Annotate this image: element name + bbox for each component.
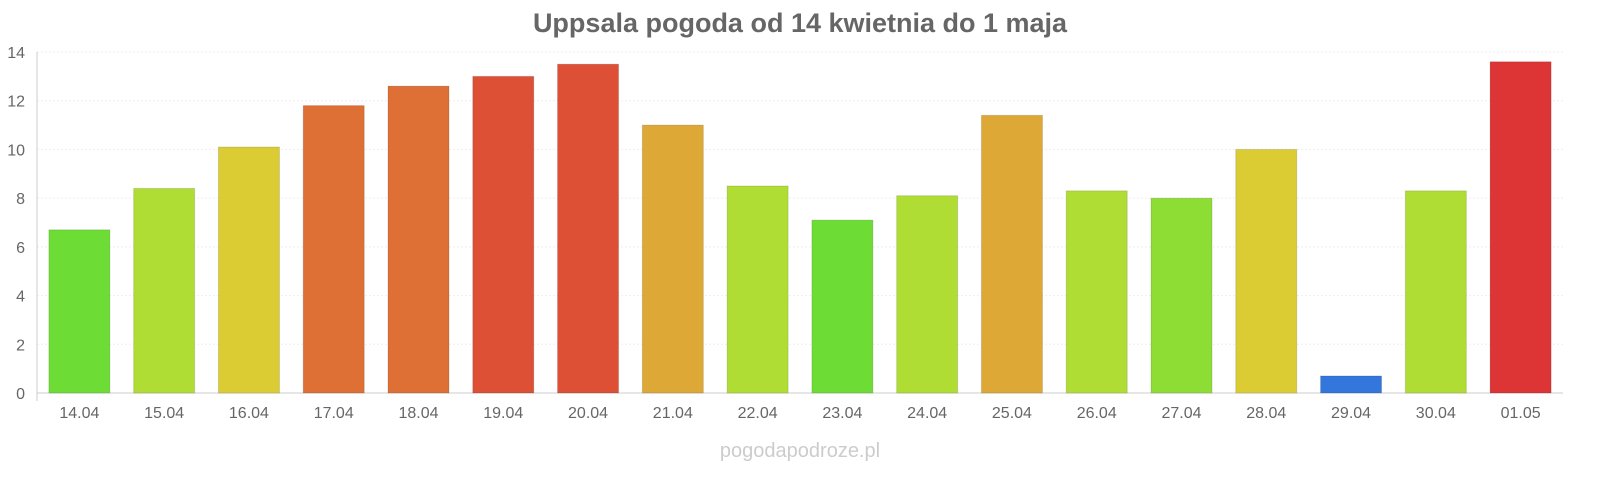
x-tick-label: 17.04 [314,405,354,422]
x-tick-label: 28.04 [1246,405,1286,422]
bar-18.04 [387,85,450,394]
bar-16.04 [217,146,280,394]
x-tick-label: 18.04 [398,405,438,422]
bar-29.04 [1320,375,1383,394]
y-tick-label: 4 [16,289,25,306]
bar-17.04 [302,105,365,394]
source-credit: pogodapodroze.pl [719,440,881,462]
bar-30.04 [1404,190,1467,394]
x-tick-label: 29.04 [1331,405,1371,422]
bar-01.05 [1489,61,1552,394]
x-tick-label: 01.05 [1501,405,1541,422]
chart-title: Uppsala pogoda od 14 kwietnia do 1 maja [532,8,1068,38]
y-tick-label: 0 [16,386,25,403]
x-tick-label: 14.04 [59,405,99,422]
y-tick-label: 12 [7,94,25,111]
bar-14.04 [48,229,111,394]
y-tick-label: 8 [16,191,25,208]
y-tick-label: 6 [16,240,25,257]
x-tick-label: 15.04 [144,405,184,422]
x-tick-label: 30.04 [1416,405,1456,422]
x-tick-label: 20.04 [568,405,608,422]
bar-20.04 [557,63,620,394]
y-tick-label: 10 [7,142,25,159]
bar-26.04 [1065,190,1128,394]
bar-23.04 [811,219,874,394]
bar-22.04 [726,185,789,394]
bar-19.04 [472,75,535,394]
x-tick-label: 19.04 [483,405,523,422]
y-tick-label: 14 [7,45,25,62]
bar-28.04 [1235,148,1298,394]
x-tick-label: 22.04 [738,405,778,422]
bar-25.04 [980,114,1043,394]
x-tick-label: 26.04 [1077,405,1117,422]
x-tick-label: 25.04 [992,405,1032,422]
y-tick-label: 2 [16,337,25,354]
x-tick-label: 27.04 [1161,405,1201,422]
x-tick-label: 23.04 [822,405,862,422]
bar-chart: 0 2 4 6 8 10 12 14 14.04 15.04 16.04 17.04 18.04 19.0… [7,45,1563,422]
x-tick-label: 16.04 [229,405,269,422]
x-tick-label: 21.04 [653,405,693,422]
bar-15.04 [133,187,196,394]
bar-24.04 [896,195,959,394]
x-tick-label: 24.04 [907,405,947,422]
bar-27.04 [1150,197,1213,394]
bar-21.04 [641,124,704,394]
